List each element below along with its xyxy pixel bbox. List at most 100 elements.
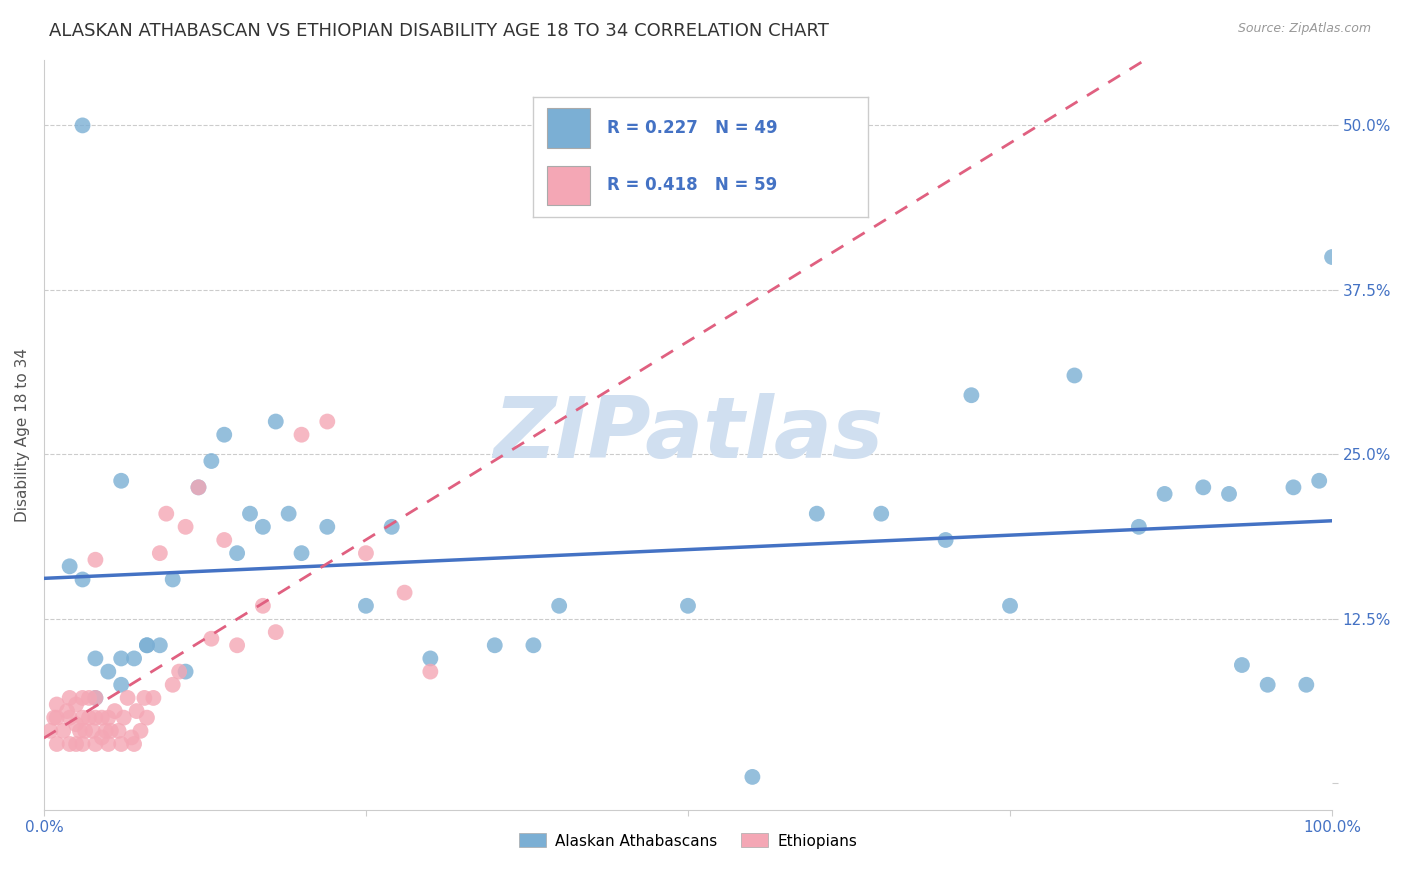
- Point: [107, 723, 129, 738]
- Point: [104, 704, 127, 718]
- Point: [1153, 487, 1175, 501]
- Point: [77, 711, 100, 725]
- Point: [59, 690, 82, 705]
- Point: [142, 690, 165, 705]
- Point: [1308, 474, 1330, 488]
- Point: [90, 711, 112, 725]
- Point: [162, 573, 184, 587]
- Point: [212, 427, 235, 442]
- Point: [117, 690, 139, 705]
- Point: [65, 717, 87, 731]
- Point: [960, 388, 983, 402]
- Point: [75, 723, 97, 738]
- Point: [162, 678, 184, 692]
- Point: [56, 704, 79, 718]
- Point: [200, 454, 222, 468]
- Point: [290, 427, 312, 442]
- Point: [1128, 520, 1150, 534]
- Point: [1282, 480, 1305, 494]
- Point: [69, 723, 91, 738]
- Point: [998, 599, 1021, 613]
- Point: [187, 480, 209, 494]
- Point: [110, 474, 132, 488]
- Point: [264, 625, 287, 640]
- Point: [155, 507, 177, 521]
- Point: [52, 723, 75, 738]
- Point: [870, 507, 893, 521]
- Point: [84, 690, 107, 705]
- Point: [316, 520, 339, 534]
- Point: [134, 690, 156, 705]
- Point: [72, 711, 94, 725]
- Point: [45, 711, 67, 725]
- Point: [226, 546, 249, 560]
- Point: [65, 698, 87, 712]
- Legend: Alaskan Athabascans, Ethiopians: Alaskan Athabascans, Ethiopians: [513, 828, 863, 855]
- Point: [381, 520, 404, 534]
- Y-axis label: Disability Age 18 to 34: Disability Age 18 to 34: [15, 348, 30, 522]
- Point: [84, 737, 107, 751]
- Point: [212, 533, 235, 547]
- Point: [125, 704, 148, 718]
- Point: [59, 737, 82, 751]
- Point: [72, 119, 94, 133]
- Point: [84, 651, 107, 665]
- Point: [97, 711, 120, 725]
- Point: [110, 651, 132, 665]
- Point: [44, 711, 66, 725]
- Point: [1295, 678, 1317, 692]
- Point: [394, 585, 416, 599]
- Point: [72, 737, 94, 751]
- Point: [77, 690, 100, 705]
- Point: [39, 723, 62, 738]
- Point: [59, 711, 82, 725]
- Point: [97, 737, 120, 751]
- Point: [136, 638, 159, 652]
- Point: [65, 737, 87, 751]
- Point: [252, 520, 274, 534]
- Point: [110, 737, 132, 751]
- Point: [1320, 250, 1343, 264]
- Point: [100, 723, 122, 738]
- Point: [167, 665, 190, 679]
- Text: Source: ZipAtlas.com: Source: ZipAtlas.com: [1237, 22, 1371, 36]
- Point: [676, 599, 699, 613]
- Point: [82, 723, 104, 738]
- Point: [1192, 480, 1215, 494]
- Point: [72, 573, 94, 587]
- Point: [252, 599, 274, 613]
- Text: ZIPatlas: ZIPatlas: [494, 393, 883, 476]
- Point: [419, 665, 441, 679]
- Point: [45, 698, 67, 712]
- Point: [290, 546, 312, 560]
- Point: [935, 533, 957, 547]
- Point: [316, 415, 339, 429]
- Point: [548, 599, 571, 613]
- Point: [354, 546, 377, 560]
- Point: [84, 690, 107, 705]
- Point: [200, 632, 222, 646]
- Point: [419, 651, 441, 665]
- Point: [1218, 487, 1240, 501]
- Point: [741, 770, 763, 784]
- Point: [84, 711, 107, 725]
- Point: [484, 638, 506, 652]
- Point: [122, 651, 145, 665]
- Point: [94, 723, 117, 738]
- Point: [112, 711, 135, 725]
- Point: [129, 723, 152, 738]
- Point: [149, 546, 172, 560]
- Text: ALASKAN ATHABASCAN VS ETHIOPIAN DISABILITY AGE 18 TO 34 CORRELATION CHART: ALASKAN ATHABASCAN VS ETHIOPIAN DISABILI…: [49, 22, 830, 40]
- Point: [136, 638, 159, 652]
- Point: [239, 507, 262, 521]
- Point: [59, 559, 82, 574]
- Point: [97, 665, 120, 679]
- Point: [90, 731, 112, 745]
- Point: [122, 737, 145, 751]
- Point: [174, 665, 197, 679]
- Point: [1063, 368, 1085, 383]
- Point: [149, 638, 172, 652]
- Point: [354, 599, 377, 613]
- Point: [522, 638, 544, 652]
- Point: [84, 553, 107, 567]
